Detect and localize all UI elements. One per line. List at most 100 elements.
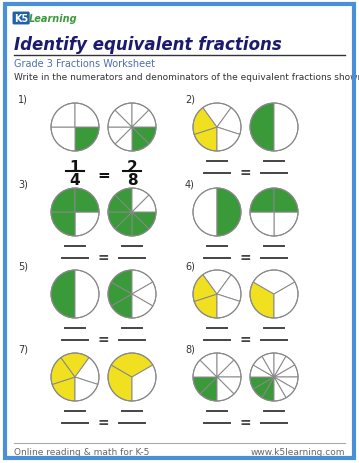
Wedge shape [217,188,241,237]
Text: Grade 3 Fractions Worksheet: Grade 3 Fractions Worksheet [14,59,155,69]
Wedge shape [274,377,286,401]
Wedge shape [132,365,156,401]
Wedge shape [274,377,298,389]
Text: =: = [98,250,109,264]
Wedge shape [253,377,274,398]
Wedge shape [115,188,132,213]
Wedge shape [217,360,241,377]
Text: =: = [240,166,251,180]
Wedge shape [115,128,132,152]
Wedge shape [108,213,132,230]
Wedge shape [217,377,241,394]
Wedge shape [250,282,274,319]
Wedge shape [250,188,274,213]
Wedge shape [52,377,75,401]
Wedge shape [250,377,274,389]
Wedge shape [132,128,149,152]
Text: Online reading & math for K-5: Online reading & math for K-5 [14,447,149,456]
Text: www.k5learning.com: www.k5learning.com [251,447,345,456]
Wedge shape [111,294,132,319]
Wedge shape [203,270,231,294]
Text: Write in the numerators and denominators of the equivalent fractions shown.: Write in the numerators and denominators… [14,73,359,82]
Wedge shape [108,365,132,401]
Text: 2: 2 [127,160,137,175]
Wedge shape [108,195,132,213]
Text: 8): 8) [185,344,195,354]
Wedge shape [108,111,132,128]
Text: 7): 7) [18,344,28,354]
Wedge shape [75,358,99,385]
Wedge shape [132,294,153,319]
Wedge shape [108,128,132,144]
Wedge shape [262,353,274,377]
Wedge shape [115,213,132,237]
Wedge shape [108,282,132,307]
Wedge shape [75,104,99,128]
Wedge shape [250,365,274,377]
Text: 1: 1 [70,160,80,175]
Wedge shape [51,188,75,213]
Wedge shape [51,128,75,152]
Wedge shape [51,104,75,128]
Wedge shape [75,213,99,237]
Text: =: = [97,168,110,182]
Wedge shape [193,108,217,135]
Text: 1): 1) [18,94,28,104]
Wedge shape [217,108,241,135]
Wedge shape [193,377,217,394]
Wedge shape [203,104,231,128]
Wedge shape [75,270,99,319]
Wedge shape [193,275,217,302]
Wedge shape [132,282,156,307]
Wedge shape [274,213,298,237]
Wedge shape [111,270,132,294]
Wedge shape [274,353,286,377]
Wedge shape [132,195,156,213]
Wedge shape [132,111,156,128]
Wedge shape [115,104,132,128]
Text: 3): 3) [18,180,28,189]
Wedge shape [51,213,75,237]
Wedge shape [253,270,295,294]
Wedge shape [253,357,274,377]
Text: 8: 8 [127,173,137,188]
Wedge shape [274,188,298,213]
Wedge shape [111,353,153,377]
Wedge shape [200,353,217,377]
Text: 2): 2) [185,94,195,104]
Wedge shape [217,377,234,401]
Text: 5): 5) [18,262,28,271]
Wedge shape [61,353,89,377]
Wedge shape [217,294,240,319]
Wedge shape [274,365,298,377]
Wedge shape [75,377,98,401]
Text: Learning: Learning [29,14,78,24]
Wedge shape [274,282,298,319]
Wedge shape [132,188,149,213]
Text: =: = [240,415,251,429]
Text: 6): 6) [185,262,195,271]
Wedge shape [132,128,156,144]
Text: =: = [98,415,109,429]
Wedge shape [200,377,217,401]
Wedge shape [132,213,156,230]
Wedge shape [75,188,99,213]
Wedge shape [132,104,149,128]
Wedge shape [193,188,217,237]
Wedge shape [194,128,217,152]
Wedge shape [51,358,75,385]
Text: =: = [240,332,251,346]
Text: =: = [240,250,251,264]
Wedge shape [274,357,295,377]
Wedge shape [194,294,217,319]
Wedge shape [250,213,274,237]
Wedge shape [274,104,298,152]
Wedge shape [132,213,149,237]
Wedge shape [274,377,295,398]
Text: Identify equivalent fractions: Identify equivalent fractions [14,36,282,54]
Wedge shape [132,270,153,294]
Wedge shape [217,128,240,152]
Text: 4): 4) [185,180,195,189]
Text: 4: 4 [70,173,80,188]
Wedge shape [75,128,99,152]
